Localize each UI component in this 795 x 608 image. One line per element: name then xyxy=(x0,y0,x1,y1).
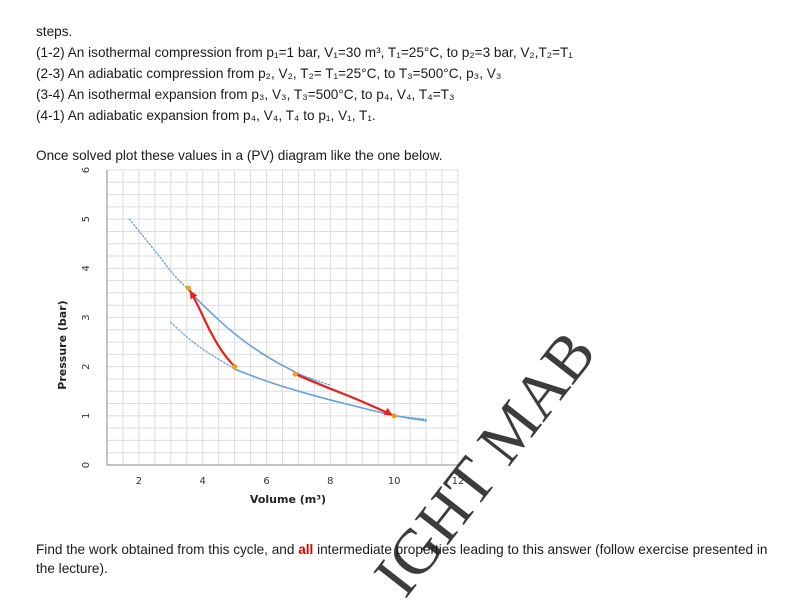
series-tail-dotted-1 xyxy=(297,373,332,386)
x-tick-label: 4 xyxy=(200,476,206,487)
state-point-marker xyxy=(391,413,397,419)
series-isotherm-lower xyxy=(233,368,427,422)
series-adiabat-4-1 xyxy=(294,372,396,417)
y-tick-label: 6 xyxy=(81,167,92,173)
x-tick-label: 12 xyxy=(452,476,465,487)
y-tick-label: 4 xyxy=(81,265,92,271)
state-point-marker xyxy=(185,285,191,291)
footer-emphasis: all xyxy=(298,542,314,557)
step-2-3: (2-3) An adiabatic compression from p₂, … xyxy=(36,66,502,81)
plot-instruction: Once solved plot these values in a (PV) … xyxy=(36,148,443,163)
chart-curves xyxy=(128,218,427,422)
intro-heading: steps. xyxy=(36,24,73,39)
arrow-head xyxy=(383,407,393,416)
state-point-marker xyxy=(232,364,238,370)
arrow-head xyxy=(189,290,198,300)
y-axis-label: Pressure (bar) xyxy=(56,300,69,389)
footer-before: Find the work obtained from this cycle, … xyxy=(36,542,299,557)
series-isotherm-upper-dotted xyxy=(128,218,188,289)
y-tick-label: 0 xyxy=(81,462,92,468)
chart-grid xyxy=(106,169,459,466)
series-isotherm-upper xyxy=(185,287,395,417)
step-1-2: (1-2) An isothermal compression from p₁=… xyxy=(36,45,573,60)
footer-question: Find the work obtained from this cycle, … xyxy=(36,540,776,578)
step-4-1: (4-1) An adiabatic expansion from p₄, V₄… xyxy=(36,108,376,123)
series-adiabat-2-3 xyxy=(187,286,236,368)
x-tick-label: 8 xyxy=(327,476,333,487)
y-tick-label: 5 xyxy=(81,216,92,222)
x-tick-label: 2 xyxy=(136,476,142,487)
series-isotherm-lower-dotted xyxy=(170,321,236,370)
x-axis-label: Volume (m³) xyxy=(250,493,326,506)
y-tick-label: 2 xyxy=(81,363,92,369)
y-tick-label: 1 xyxy=(81,413,92,419)
step-3-4: (3-4) An isothermal expansion from p₃, V… xyxy=(36,87,455,102)
y-tick-label: 3 xyxy=(81,314,92,320)
state-point-marker xyxy=(292,371,298,377)
x-tick-label: 10 xyxy=(388,476,401,487)
x-tick-label: 6 xyxy=(263,476,269,487)
footer-after: intermediate properties leading to this … xyxy=(36,542,768,576)
